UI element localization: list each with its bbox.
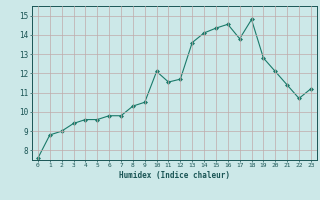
X-axis label: Humidex (Indice chaleur): Humidex (Indice chaleur) bbox=[119, 171, 230, 180]
